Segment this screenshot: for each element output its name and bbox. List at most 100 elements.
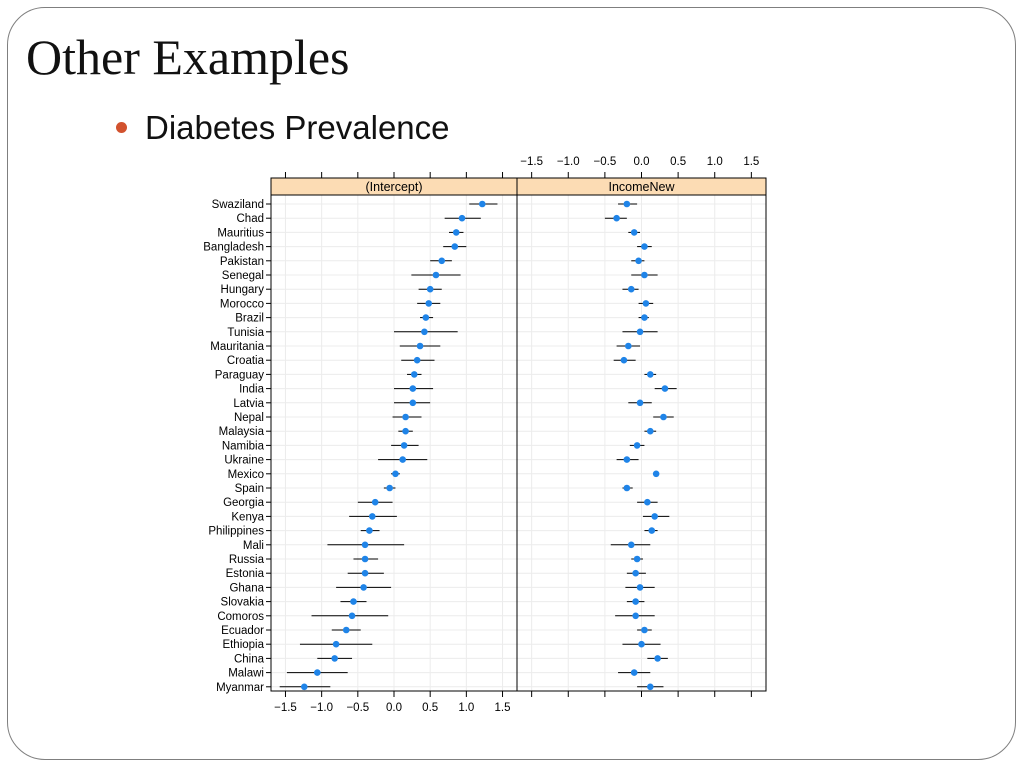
country-label: Mali — [243, 540, 264, 552]
estimate-point — [478, 200, 486, 208]
estimate-point — [630, 229, 638, 236]
estimate-point — [633, 555, 641, 563]
estimate-point — [451, 243, 459, 250]
estimate-point — [644, 498, 651, 506]
x-tick-label-top: 1.5 — [743, 156, 759, 168]
x-tick-label-bottom: 0.0 — [386, 702, 402, 714]
x-tick-label-bottom: 1.5 — [495, 702, 511, 714]
bullet-text: Diabetes Prevalence — [145, 109, 450, 146]
estimate-point — [641, 314, 648, 321]
country-label: Morocco — [220, 298, 264, 310]
estimate-point — [331, 655, 338, 662]
country-label: Brazil — [235, 313, 264, 325]
estimate-point — [360, 584, 367, 591]
estimate-point — [409, 385, 417, 392]
estimate-point — [350, 598, 357, 605]
country-label: Croatia — [227, 355, 265, 367]
x-tick-label-bottom: 0.5 — [422, 702, 438, 714]
country-label: Spain — [235, 483, 264, 495]
x-tick-label-top: −1.5 — [520, 156, 543, 168]
estimate-point — [613, 214, 620, 222]
estimate-point — [646, 427, 654, 435]
country-label: Comoros — [217, 611, 264, 623]
slide-title: Other Examples — [26, 29, 350, 85]
estimate-point — [623, 456, 631, 463]
estimate-point — [638, 640, 645, 648]
estimate-point — [452, 229, 460, 236]
estimate-point — [641, 626, 648, 634]
country-label: Hungary — [221, 284, 265, 296]
estimate-point — [623, 200, 631, 208]
x-tick-label-bottom: −1.0 — [310, 702, 333, 714]
estimate-point — [425, 300, 433, 307]
estimate-point — [410, 371, 418, 378]
estimate-point — [361, 555, 369, 563]
estimate-point — [646, 683, 654, 691]
estimate-point — [399, 456, 406, 463]
country-label: China — [234, 653, 265, 665]
x-tick-label-bottom: −1.5 — [274, 702, 297, 714]
estimate-point — [641, 243, 648, 250]
country-label: Ghana — [229, 582, 264, 594]
country-label: India — [239, 384, 265, 396]
estimate-point — [300, 683, 308, 691]
country-label: Chad — [237, 213, 265, 225]
estimate-point — [632, 612, 639, 620]
estimate-point — [661, 385, 669, 392]
x-tick-label-top: 0.5 — [670, 156, 686, 168]
estimate-point — [660, 413, 667, 421]
country-label: Russia — [229, 554, 265, 566]
country-label: Pakistan — [220, 256, 264, 268]
estimate-point — [458, 214, 466, 222]
estimate-point — [342, 626, 350, 634]
estimate-point — [361, 541, 369, 549]
estimate-point — [627, 541, 635, 549]
estimate-point — [635, 257, 642, 265]
estimate-point — [651, 513, 658, 520]
x-tick-label-bottom: −0.5 — [346, 702, 369, 714]
country-label: Ukraine — [224, 455, 264, 467]
estimate-point — [636, 584, 644, 591]
country-label: Philippines — [208, 526, 264, 538]
country-label: Slovakia — [221, 597, 265, 609]
estimate-point — [413, 356, 421, 364]
estimate-point — [627, 285, 635, 293]
country-label: Mauritania — [210, 341, 264, 353]
country-label: Ecuador — [221, 625, 264, 637]
estimate-point — [632, 569, 639, 577]
estimate-point — [636, 399, 644, 407]
country-label: Kenya — [231, 511, 264, 523]
country-label: Swaziland — [212, 199, 264, 211]
estimate-point — [361, 569, 369, 577]
country-label: Paraguay — [215, 369, 264, 381]
estimate-point — [422, 314, 430, 321]
estimate-point — [371, 498, 379, 506]
country-label: Senegal — [222, 270, 264, 282]
estimate-point — [386, 484, 393, 492]
estimate-point — [625, 342, 632, 350]
estimate-point — [641, 271, 648, 279]
x-tick-label-top: −0.5 — [594, 156, 617, 168]
x-tick-label-top: 0.0 — [634, 156, 650, 168]
panel-label: IncomeNew — [609, 180, 676, 194]
estimate-point — [421, 328, 428, 336]
estimate-point — [409, 399, 417, 407]
estimate-point — [402, 413, 409, 421]
country-label: Estonia — [226, 568, 265, 580]
country-label: Nepal — [234, 412, 264, 424]
slide-frame — [7, 7, 1016, 760]
x-tick-label-top: 1.0 — [707, 156, 723, 168]
country-label: Malawi — [228, 668, 264, 680]
estimate-point — [402, 427, 409, 435]
estimate-point — [366, 527, 373, 534]
country-label: Mauritius — [217, 227, 264, 239]
estimate-point — [648, 527, 656, 534]
country-label: Tunisia — [227, 327, 264, 339]
country-label: Ethiopia — [222, 639, 264, 651]
estimate-point — [632, 598, 639, 605]
estimate-point — [438, 257, 446, 265]
estimate-point — [332, 640, 340, 648]
panel-label: (Intercept) — [366, 180, 423, 194]
estimate-point — [636, 328, 644, 336]
